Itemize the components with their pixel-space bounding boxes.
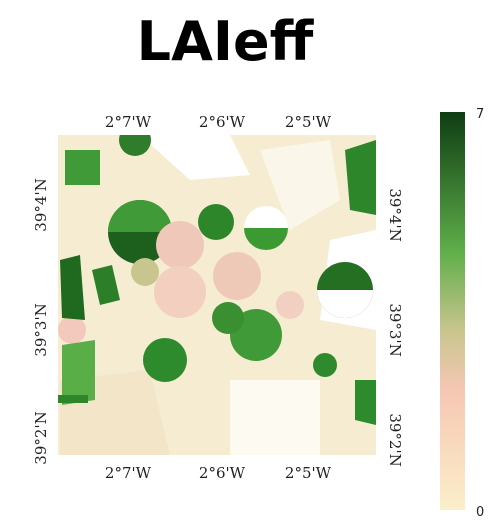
colorbar bbox=[440, 112, 465, 510]
lat-label: 39°4'N bbox=[386, 188, 404, 241]
lon-label: 2°5'W bbox=[285, 464, 332, 482]
lon-label: 2°6'W bbox=[199, 113, 246, 131]
lon-labels-top: 2°7'W 2°6'W 2°5'W bbox=[105, 113, 332, 131]
lat-labels-left: 39°4'N 39°3'N 39°2'N bbox=[32, 178, 50, 464]
lon-labels-bottom: 2°7'W 2°6'W 2°5'W bbox=[105, 464, 332, 482]
lon-label: 2°6'W bbox=[199, 464, 246, 482]
lat-labels-right: 39°4'N 39°3'N 39°2'N bbox=[386, 188, 404, 466]
map bbox=[58, 124, 376, 455]
lon-label: 2°7'W bbox=[105, 113, 152, 131]
title: LAIeff bbox=[137, 10, 315, 73]
lon-label: 2°7'W bbox=[105, 464, 152, 482]
colorbar-min: 0 bbox=[476, 505, 484, 520]
page: LAIeff 2°7'W 2°6'W 2°5 bbox=[0, 0, 495, 524]
lat-label: 39°2'N bbox=[386, 413, 404, 466]
lon-label: 2°5'W bbox=[285, 113, 332, 131]
colorbar-max: 7 bbox=[476, 107, 484, 122]
lat-label: 39°4'N bbox=[32, 178, 50, 231]
lat-label: 39°3'N bbox=[386, 303, 404, 356]
lat-label: 39°3'N bbox=[32, 303, 50, 356]
lat-label: 39°2'N bbox=[32, 411, 50, 464]
